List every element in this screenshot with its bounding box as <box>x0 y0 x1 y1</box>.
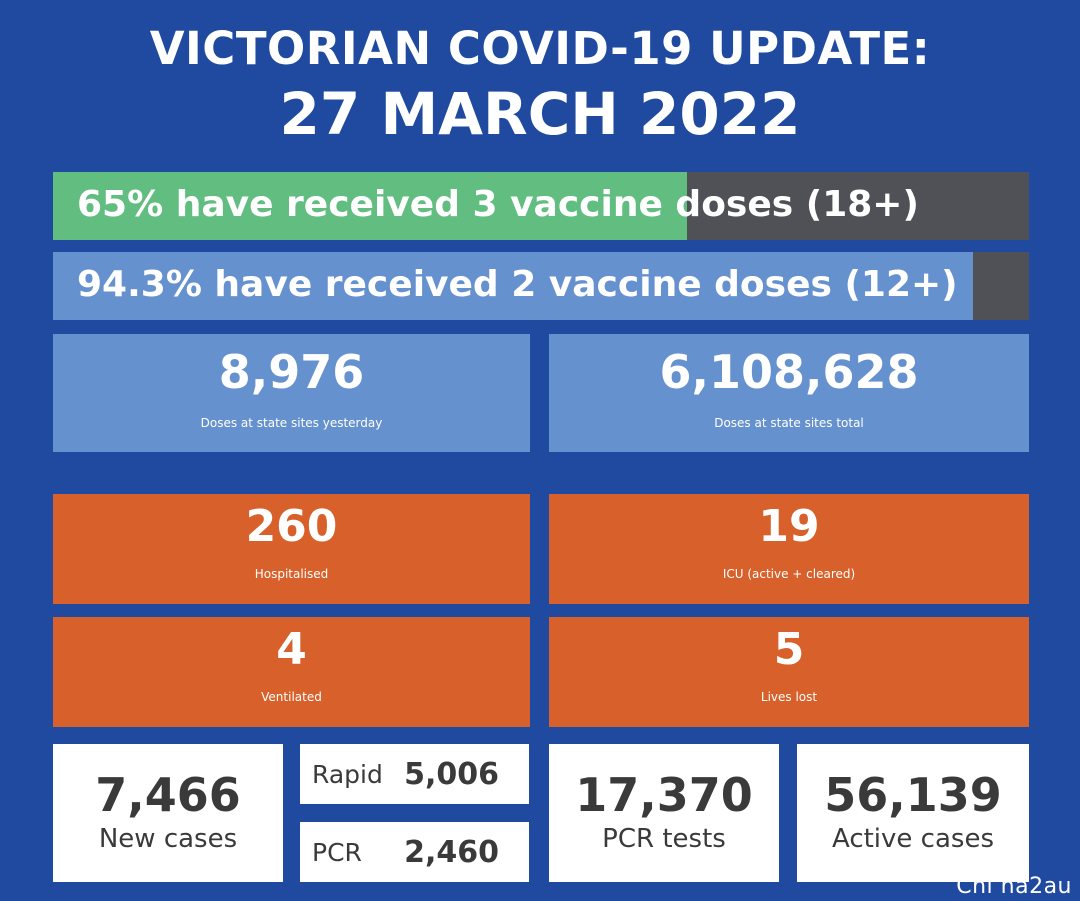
ventilated-label: Ventilated <box>261 690 322 704</box>
pcr-value: 2,460 <box>404 834 499 870</box>
pcr-tests-label: PCR tests <box>602 824 726 854</box>
lives-lost-value: 5 <box>773 624 805 675</box>
title-line-1: VICTORIAN COVID-19 UPDATE: <box>149 22 931 75</box>
watermark: Chi na2au <box>956 874 1072 899</box>
third-dose-label: 65% have received 3 vaccine doses (18+) <box>77 184 919 225</box>
doses-total-label: Doses at state sites total <box>714 416 864 430</box>
active-cases-label: Active cases <box>831 824 994 854</box>
doses-yesterday-label: Doses at state sites yesterday <box>200 416 383 430</box>
new-cases-label: New cases <box>98 824 238 854</box>
pcr-cases-card: PCR 2,460 <box>300 822 529 882</box>
second-dose-progress-fill <box>53 252 974 320</box>
pcr-label: PCR <box>312 837 362 867</box>
lives-lost-label: Lives lost <box>760 690 818 704</box>
lives-lost-card: 5 Lives lost <box>549 617 1029 727</box>
active-cases-card: 56,139 Active cases <box>797 744 1029 882</box>
pcr-tests-value: 17,370 <box>575 768 753 822</box>
new-cases-value: 7,466 <box>95 768 241 822</box>
ventilated-card: 4 Ventilated <box>53 617 530 727</box>
ventilated-value: 4 <box>276 624 307 675</box>
pcr-tests-card: 17,370 PCR tests <box>549 744 779 882</box>
third-dose-progress-fill <box>53 172 688 240</box>
hospitalised-card: 260 Hospitalised <box>53 494 530 604</box>
new-cases-card: 7,466 New cases <box>53 744 283 882</box>
second-dose-label: 94.3% have received 2 vaccine doses (12+… <box>77 264 958 305</box>
hospitalised-label: Hospitalised <box>254 567 329 581</box>
doses-total-card: 6,108,628 Doses at state sites total <box>549 334 1029 452</box>
doses-yesterday-card: 8,976 Doses at state sites yesterday <box>53 334 530 452</box>
second-dose-progress-bar: 94.3% have received 2 vaccine doses (12+… <box>53 252 1029 320</box>
rapid-value: 5,006 <box>404 756 499 792</box>
icu-card: 19 ICU (active + cleared) <box>549 494 1029 604</box>
third-dose-progress-bar: 65% have received 3 vaccine doses (18+) <box>53 172 1029 240</box>
rapid-tests-card: Rapid 5,006 <box>300 744 529 804</box>
active-cases-value: 56,139 <box>824 768 1002 822</box>
icu-label: ICU (active + cleared) <box>722 567 856 581</box>
title-date: 27 MARCH 2022 <box>279 80 801 148</box>
hospitalised-value: 260 <box>245 501 338 552</box>
icu-value: 19 <box>758 501 820 552</box>
doses-total-value: 6,108,628 <box>659 345 919 399</box>
doses-yesterday-value: 8,976 <box>218 345 365 399</box>
rapid-label: Rapid <box>312 759 383 789</box>
